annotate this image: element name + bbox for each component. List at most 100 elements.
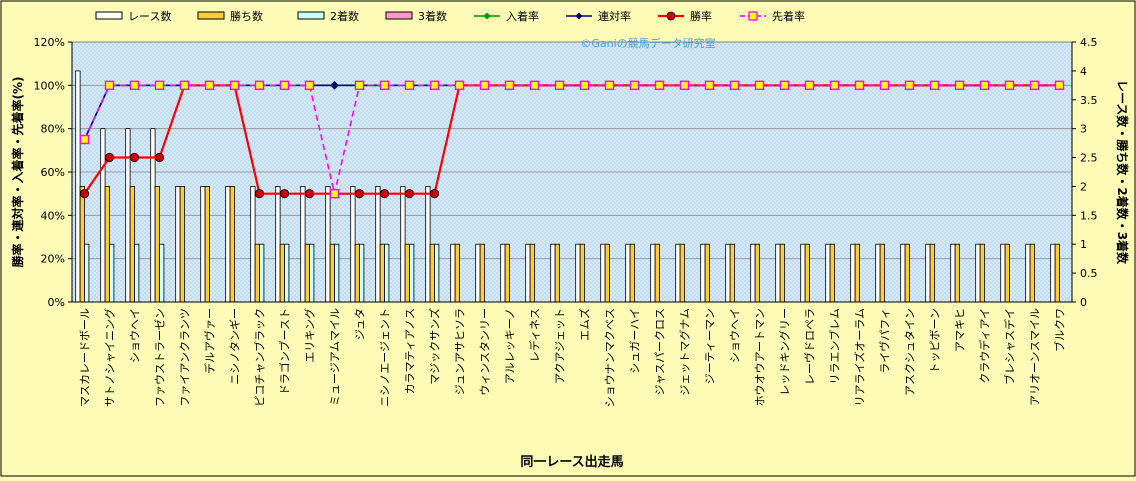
y-right-tick-label: 3.5 [1080, 94, 1098, 107]
bar-2着数 [359, 243, 365, 303]
x-tick-label: ショウヘイ [129, 308, 142, 363]
point-先着率 [679, 80, 690, 91]
bar-勝ち数 [754, 243, 760, 303]
bar-勝ち数 [204, 186, 210, 303]
point-勝率 [129, 152, 140, 163]
point-先着率 [104, 80, 115, 91]
bar-レース数 [275, 186, 281, 303]
bar-勝ち数 [254, 243, 260, 303]
y-right-tick-label: 4.5 [1080, 36, 1098, 49]
point-先着率 [279, 80, 290, 91]
bar-勝ち数 [729, 243, 735, 303]
x-tick-label: ニシノエージェント [379, 308, 392, 407]
x-tick-label: リアライズオーラム [853, 308, 867, 406]
x-tick-label: レディネス [528, 308, 542, 362]
x-tick-label: ショウヘイ [729, 308, 742, 363]
point-先着率 [1004, 80, 1015, 91]
bar-勝ち数 [304, 243, 310, 303]
line-先着率 [83, 84, 1060, 194]
point-先着率 [829, 80, 840, 91]
legend-marker-先着率 [748, 11, 758, 21]
point-先着率 [979, 80, 990, 91]
point-勝率 [154, 152, 165, 163]
bar-勝ち数 [904, 243, 910, 303]
legend-marker-連対率 [575, 12, 583, 20]
point-先着率 [354, 80, 365, 91]
point-先着率 [904, 80, 915, 91]
y-right-tick-label: 1 [1080, 238, 1087, 251]
bar-勝ち数 [554, 243, 560, 303]
bar-勝ち数 [704, 243, 710, 303]
y-right-tick-label: 4 [1080, 65, 1087, 78]
bar-レース数 [325, 186, 331, 303]
bar-レース数 [550, 243, 556, 303]
bar-勝ち数 [504, 243, 510, 303]
legend-swatch-3着数 [385, 11, 413, 20]
x-tick-label: ブルクワ [1053, 308, 1067, 352]
y-left-tick-label: 0% [48, 296, 65, 309]
x-tick-label: ピコチャンブラック [253, 308, 267, 407]
bar-レース数 [425, 186, 431, 303]
bar-レース数 [150, 128, 156, 303]
point-勝率 [404, 189, 415, 199]
y-left-tick-label: 100% [34, 79, 65, 92]
legend-marker-入着率 [483, 12, 491, 20]
bar-2着数 [259, 243, 265, 303]
y-left-tick-label: 60% [41, 166, 65, 179]
legend-label-勝率: 勝率 [690, 9, 712, 23]
bar-2着数 [159, 243, 165, 303]
bar-レース数 [650, 243, 656, 303]
point-先着率 [329, 188, 340, 199]
bar-レース数 [475, 243, 481, 303]
bar-レース数 [250, 186, 256, 303]
bar-レース数 [375, 186, 381, 303]
bar-レース数 [925, 243, 931, 303]
point-先着率 [379, 80, 390, 91]
x-tick-label: サトノシャイニング [103, 308, 117, 407]
x-tick-label: ジュタ [354, 308, 367, 340]
x-axis-title: 同一レース出走馬 [520, 454, 623, 470]
bar-レース数 [175, 186, 181, 303]
point-先着率 [604, 80, 615, 91]
bar-勝ち数 [129, 186, 135, 303]
legend-swatch-レース数 [95, 11, 123, 20]
point-先着率 [79, 134, 90, 145]
point-先着率 [754, 80, 765, 91]
point-先着率 [254, 80, 265, 91]
y-left-tick-label: 120% [34, 36, 65, 49]
x-tick-label: ファイアンクランツ [179, 308, 192, 407]
bar-勝ち数 [229, 186, 235, 303]
bar-勝ち数 [379, 243, 385, 303]
point-先着率 [779, 80, 790, 91]
bar-勝ち数 [279, 243, 285, 303]
bar-勝ち数 [854, 243, 860, 303]
point-先着率 [879, 80, 890, 91]
bar-2着数 [409, 243, 415, 303]
bar-レース数 [300, 186, 306, 303]
bar-勝ち数 [829, 243, 835, 303]
x-tick-label: ドラゴンブースト [278, 308, 292, 395]
point-先着率 [404, 80, 415, 91]
point-連対率 [330, 81, 339, 90]
bar-レース数 [725, 243, 731, 303]
x-tick-label: ホウオウアートマン [754, 308, 767, 406]
x-tick-label: アリオーンスマイル [1029, 308, 1042, 406]
x-tick-label: ジェットマグナム [678, 308, 692, 396]
bar-レース数 [800, 243, 806, 303]
point-勝率 [79, 189, 90, 199]
x-tick-label: ライヴパフィ [878, 308, 892, 374]
y-left-tick-label: 80% [41, 123, 65, 136]
y-axis-right-title: レース数・勝ち数・2着数・3着数 [1115, 80, 1130, 265]
bar-レース数 [875, 243, 881, 303]
bar-勝ち数 [329, 243, 335, 303]
bar-レース数 [350, 186, 356, 303]
bar-レース数 [225, 186, 231, 303]
bar-レース数 [400, 186, 406, 303]
bar-勝ち数 [954, 243, 960, 303]
legend-label-勝ち数: 勝ち数 [230, 9, 263, 23]
point-勝率 [429, 189, 440, 199]
point-先着率 [454, 80, 465, 91]
bar-勝ち数 [879, 243, 885, 303]
point-先着率 [129, 80, 140, 91]
